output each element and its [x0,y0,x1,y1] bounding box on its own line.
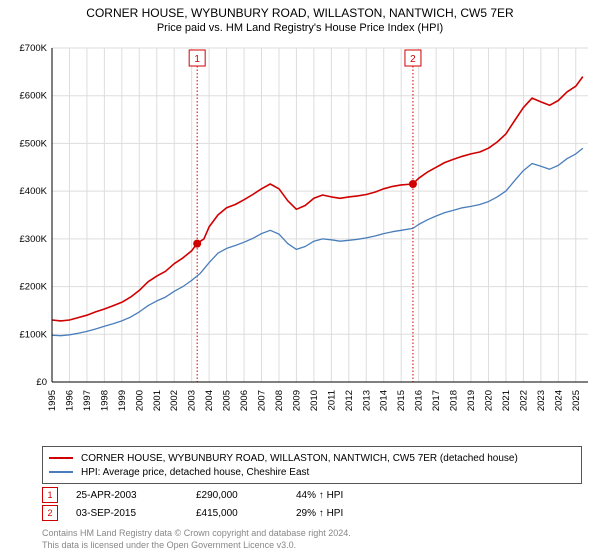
svg-text:2004: 2004 [204,390,215,411]
svg-text:2017: 2017 [431,390,442,411]
footer-line-2: This data is licensed under the Open Gov… [42,540,351,552]
sale-row-1: 1 25-APR-2003 £290,000 44% ↑ HPI [42,486,416,504]
svg-text:2019: 2019 [466,390,477,411]
svg-text:2012: 2012 [344,390,355,411]
sale-price-1: £290,000 [196,490,296,501]
svg-text:£100K: £100K [20,329,48,340]
legend-label-property: CORNER HOUSE, WYBUNBURY ROAD, WILLASTON,… [81,453,518,464]
svg-text:2022: 2022 [518,390,529,411]
svg-text:1997: 1997 [82,390,93,411]
svg-text:2000: 2000 [134,390,145,411]
svg-text:2018: 2018 [449,390,460,411]
svg-text:£200K: £200K [20,282,48,293]
footer-attribution: Contains HM Land Registry data © Crown c… [42,528,351,551]
sale-row-2: 2 03-SEP-2015 £415,000 29% ↑ HPI [42,504,416,522]
sale-date-1: 25-APR-2003 [76,490,196,501]
sale-price-2: £415,000 [196,508,296,519]
sale-pct-1: 44% ↑ HPI [296,490,416,501]
svg-text:2002: 2002 [169,390,180,411]
svg-text:1998: 1998 [99,390,110,411]
svg-text:2013: 2013 [361,390,372,411]
svg-text:£500K: £500K [20,138,48,149]
svg-text:2011: 2011 [326,390,337,410]
svg-text:£0: £0 [36,377,47,388]
svg-text:2016: 2016 [414,390,425,411]
line-chart-svg: £0 £100K £200K £300K £400K £500K £600K £700K 199… [8,40,592,440]
sale-pct-2: 29% ↑ HPI [296,508,416,519]
svg-text:£400K: £400K [20,186,48,197]
svg-text:£300K: £300K [20,234,48,245]
svg-text:2008: 2008 [274,390,285,411]
sale-marker-2: 2 [42,505,58,521]
chart-title: CORNER HOUSE, WYBUNBURY ROAD, WILLASTON,… [0,0,600,22]
chart-container: CORNER HOUSE, WYBUNBURY ROAD, WILLASTON,… [0,0,600,560]
svg-text:2007: 2007 [257,390,268,411]
svg-text:2005: 2005 [222,390,233,411]
svg-text:2023: 2023 [536,390,547,411]
sale-marker-1: 1 [42,487,58,503]
svg-text:2020: 2020 [483,390,494,411]
legend-item-property: CORNER HOUSE, WYBUNBURY ROAD, WILLASTON,… [49,451,575,465]
chart-subtitle: Price paid vs. HM Land Registry's House … [0,22,600,36]
legend-swatch-property [49,457,73,459]
svg-text:£600K: £600K [20,91,48,102]
svg-text:2010: 2010 [309,390,320,411]
svg-text:2025: 2025 [571,390,582,411]
svg-text:2001: 2001 [152,390,163,411]
svg-text:2006: 2006 [239,390,250,411]
svg-text:2003: 2003 [187,390,198,411]
legend-swatch-hpi [49,471,73,473]
chart-area: £0 £100K £200K £300K £400K £500K £600K £700K 199… [8,40,592,440]
legend-label-hpi: HPI: Average price, detached house, Ches… [81,467,309,478]
svg-text:1: 1 [194,54,200,65]
sales-table: 1 25-APR-2003 £290,000 44% ↑ HPI 2 03-SE… [42,486,416,522]
legend-item-hpi: HPI: Average price, detached house, Ches… [49,465,575,479]
svg-text:2024: 2024 [553,390,564,411]
svg-text:1999: 1999 [117,390,128,411]
legend: CORNER HOUSE, WYBUNBURY ROAD, WILLASTON,… [42,446,582,484]
footer-line-1: Contains HM Land Registry data © Crown c… [42,528,351,540]
svg-text:£700K: £700K [20,43,48,54]
svg-text:1995: 1995 [47,390,58,411]
svg-text:2015: 2015 [396,390,407,411]
sale-date-2: 03-SEP-2015 [76,508,196,519]
svg-text:1996: 1996 [64,390,75,411]
svg-text:2021: 2021 [501,390,512,411]
svg-text:2014: 2014 [379,390,390,411]
svg-text:2: 2 [410,54,416,65]
svg-text:2009: 2009 [291,390,302,411]
